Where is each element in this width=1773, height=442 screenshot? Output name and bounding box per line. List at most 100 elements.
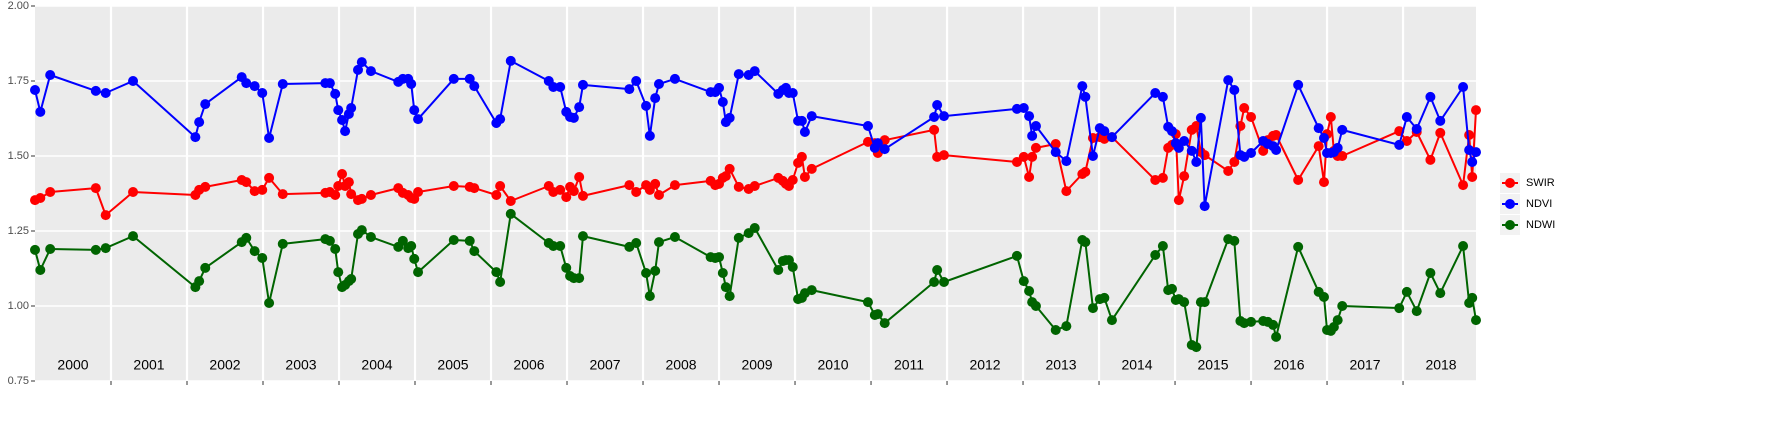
data-point xyxy=(1150,88,1161,98)
data-point xyxy=(128,231,139,242)
data-point xyxy=(1458,180,1469,191)
data-point xyxy=(1425,154,1436,165)
data-point xyxy=(1401,286,1412,297)
data-point xyxy=(1018,103,1029,113)
y-tick-label: 1.25 xyxy=(8,225,29,237)
data-point xyxy=(1293,175,1304,185)
data-point xyxy=(1471,315,1481,326)
legend-label: NDWI xyxy=(1526,219,1555,231)
data-point xyxy=(1293,241,1304,252)
data-point xyxy=(1325,112,1336,122)
data-point xyxy=(749,181,760,191)
data-point xyxy=(469,183,480,194)
data-point xyxy=(1458,241,1469,251)
data-point xyxy=(796,115,807,126)
legend-label: SWIR xyxy=(1526,177,1555,189)
data-point xyxy=(1087,303,1098,314)
data-point xyxy=(90,85,101,96)
data-point xyxy=(1179,297,1190,308)
data-point xyxy=(806,285,817,296)
data-point xyxy=(799,127,810,137)
data-point xyxy=(1467,157,1478,167)
data-point xyxy=(641,100,652,111)
data-point xyxy=(464,73,475,84)
data-point xyxy=(1458,82,1469,92)
data-point xyxy=(644,291,655,302)
data-point xyxy=(872,138,883,149)
data-point xyxy=(1268,319,1279,330)
data-point xyxy=(249,186,260,197)
data-point xyxy=(653,79,664,89)
data-point xyxy=(1030,301,1041,311)
data-point xyxy=(938,111,949,122)
data-point xyxy=(938,277,949,287)
data-point xyxy=(624,180,635,191)
data-point xyxy=(932,100,943,110)
data-point xyxy=(574,172,585,182)
data-point xyxy=(1050,139,1061,149)
data-point xyxy=(1313,123,1324,134)
data-point xyxy=(249,246,260,257)
data-point xyxy=(714,252,725,263)
data-point xyxy=(1166,283,1177,294)
year-label: 2011 xyxy=(894,357,924,373)
data-point xyxy=(631,187,642,197)
data-point xyxy=(720,282,731,293)
year-label: 2001 xyxy=(133,357,164,373)
data-point xyxy=(190,132,201,143)
data-point xyxy=(568,186,579,197)
year-label: 2018 xyxy=(1425,357,1456,373)
data-point xyxy=(409,105,420,116)
data-point xyxy=(1191,342,1202,353)
data-point xyxy=(1467,292,1478,303)
data-point xyxy=(1337,124,1348,135)
data-point xyxy=(1394,139,1405,150)
year-label: 2004 xyxy=(361,357,392,373)
data-point xyxy=(343,177,354,188)
data-point xyxy=(929,112,940,122)
data-point xyxy=(505,208,516,219)
data-point xyxy=(100,88,111,98)
data-point xyxy=(787,175,798,185)
data-point xyxy=(717,268,728,278)
data-point xyxy=(469,81,480,92)
data-point xyxy=(577,190,588,201)
data-point xyxy=(1271,331,1282,342)
data-point xyxy=(1087,151,1098,161)
data-point xyxy=(1318,177,1329,188)
data-point xyxy=(1106,132,1117,143)
data-point xyxy=(128,76,139,86)
data-point xyxy=(548,241,559,251)
data-point xyxy=(650,265,661,276)
data-point xyxy=(340,126,351,137)
data-point xyxy=(932,265,943,275)
data-point xyxy=(35,106,46,117)
data-point xyxy=(806,163,817,174)
data-point xyxy=(1080,237,1091,248)
data-point xyxy=(1030,121,1041,131)
y-tick-label: 2.00 xyxy=(8,0,29,12)
data-point xyxy=(413,187,424,197)
data-point xyxy=(100,210,111,221)
data-point xyxy=(1271,145,1282,155)
data-point xyxy=(491,190,502,200)
data-point xyxy=(1313,141,1324,152)
data-point xyxy=(346,103,357,113)
data-point xyxy=(1401,112,1412,122)
data-point xyxy=(1179,136,1190,146)
data-point xyxy=(669,232,680,242)
year-label: 2010 xyxy=(817,357,848,373)
data-point xyxy=(1246,316,1257,327)
data-point xyxy=(45,187,56,197)
data-point xyxy=(796,151,807,162)
data-point xyxy=(1050,147,1061,158)
data-point xyxy=(872,309,883,320)
year-label: 2016 xyxy=(1273,357,1304,373)
data-point xyxy=(413,267,424,278)
data-point xyxy=(1106,315,1117,326)
data-point xyxy=(505,55,516,66)
data-point xyxy=(495,181,506,191)
data-point xyxy=(365,190,376,200)
data-point xyxy=(337,115,348,125)
data-point xyxy=(1229,85,1240,95)
